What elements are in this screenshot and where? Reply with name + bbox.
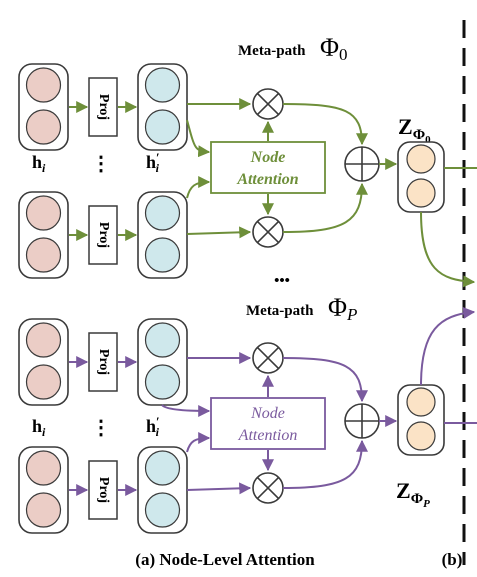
projection-box: Proj [88, 332, 118, 392]
input-node-stack [18, 318, 69, 406]
projection-box: Proj [88, 205, 118, 265]
top-meta-path-symbol: Φ0 [320, 33, 348, 64]
svg-text:Attention: Attention [236, 171, 298, 188]
input-node-stack [18, 191, 69, 279]
circle-times-icon [252, 88, 284, 120]
caption-node-level-attention: (a) Node-Level Attention [135, 550, 315, 569]
circle-times-icon [252, 472, 284, 504]
input-node-stack [18, 446, 69, 534]
node-feature-label: hi [32, 152, 46, 175]
bottom-meta-path-symbol: ΦP [328, 293, 357, 324]
node-attention-box: Node Attention [210, 141, 326, 194]
svg-text:Node: Node [250, 405, 285, 422]
meta-path-embedding-label: ZΦ0 [398, 114, 431, 146]
vertical-dots: ⋮ [91, 417, 111, 439]
svg-text:Attention: Attention [238, 427, 298, 444]
projected-node-stack [137, 318, 188, 406]
circle-times-icon [252, 216, 284, 248]
circle-plus-icon [344, 146, 380, 182]
node-feature-label: hi [32, 416, 46, 439]
bottom-meta-path-label: Meta-path [246, 303, 314, 319]
bottom-meta-path-block: Meta-path ΦP Proj hi ⋮ h′ i [18, 293, 477, 534]
meta-path-embedding-label: ZΦP [396, 478, 430, 510]
svg-text:Proj: Proj [96, 222, 111, 248]
vertical-dots: ⋮ [91, 153, 111, 175]
top-meta-path-block: Meta-path Φ0 Proj hi ⋮ h′ i [18, 33, 477, 288]
more-meta-paths-ellipsis: ••• [274, 273, 290, 289]
svg-text:Proj: Proj [96, 94, 111, 120]
input-node-stack [18, 63, 69, 151]
meta-path-embedding-stack [397, 141, 445, 213]
caption-b: (b) [442, 550, 463, 569]
projected-feature-label: h′ i [146, 414, 160, 439]
node-attention-box: Node Attention [210, 397, 326, 450]
projected-node-stack [137, 446, 188, 534]
projected-node-stack [137, 63, 188, 151]
meta-path-embedding-stack [397, 384, 445, 456]
projection-box: Proj [88, 77, 118, 137]
projected-node-stack [137, 191, 188, 279]
svg-text:Proj: Proj [96, 477, 111, 503]
svg-text:Node: Node [250, 149, 286, 166]
projection-box: Proj [88, 460, 118, 520]
top-meta-path-label: Meta-path [238, 43, 306, 59]
circle-plus-icon [344, 403, 380, 439]
svg-text:Proj: Proj [96, 349, 111, 375]
circle-times-icon [252, 342, 284, 374]
projected-feature-label: h′ i [146, 150, 160, 175]
